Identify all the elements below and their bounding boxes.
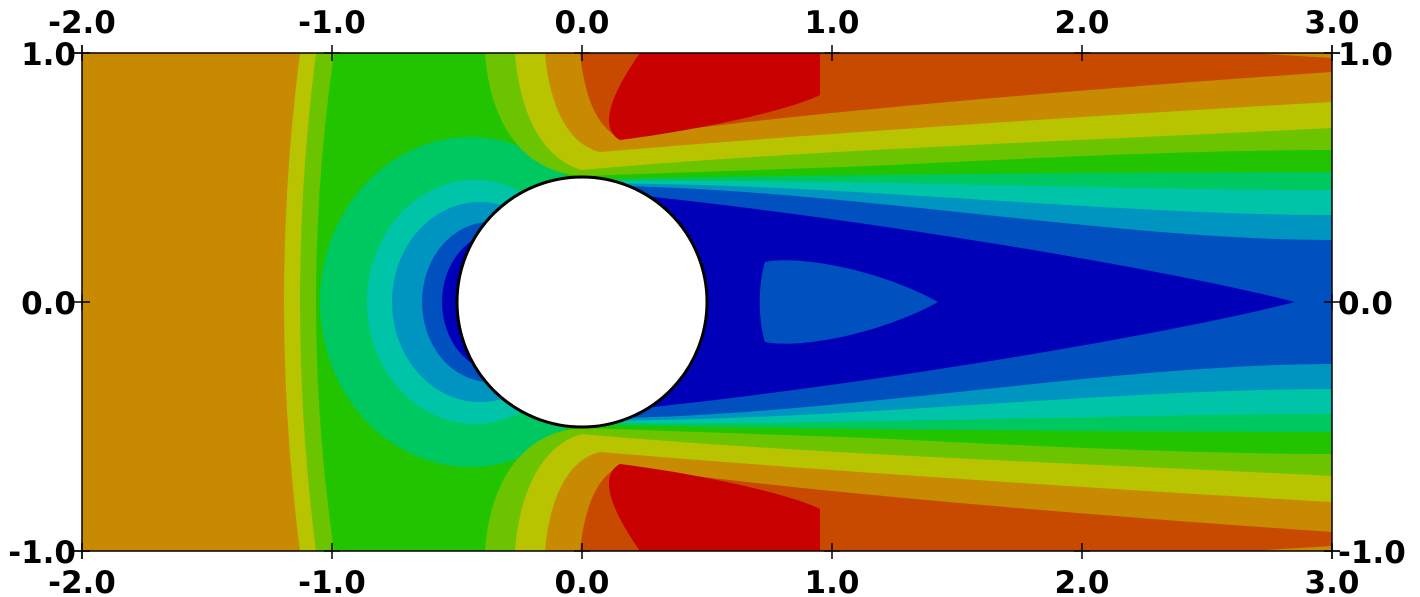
x-tick-label-top: -1.0 xyxy=(298,5,366,41)
x-tick-label-top: 3.0 xyxy=(1305,5,1360,41)
x-tick-label-bottom: 1.0 xyxy=(805,565,860,597)
tick-mark xyxy=(324,45,340,61)
y-tick-label-left: 0.0 xyxy=(21,286,76,322)
tick-mark xyxy=(74,294,90,310)
tick-mark xyxy=(1324,543,1340,559)
tick-mark xyxy=(574,543,590,559)
y-tick-label-left: 1.0 xyxy=(21,37,76,73)
x-tick-label-bottom: 3.0 xyxy=(1305,565,1360,597)
x-tick-label-top: 1.0 xyxy=(805,5,860,41)
x-tick-label-bottom: 2.0 xyxy=(1055,565,1110,597)
contour-band-peak-top xyxy=(608,53,820,140)
tick-mark xyxy=(1324,294,1340,310)
x-tick-label-top: -2.0 xyxy=(48,5,116,41)
y-tick-label-left: -1.0 xyxy=(8,535,76,571)
tick-mark xyxy=(574,45,590,61)
tick-mark xyxy=(1324,45,1340,61)
contour-band-recirculation xyxy=(759,260,938,344)
tick-mark xyxy=(824,45,840,61)
tick-mark xyxy=(324,543,340,559)
tick-mark xyxy=(74,543,90,559)
tick-mark xyxy=(824,543,840,559)
x-tick-label-bottom: 0.0 xyxy=(555,565,610,597)
x-tick-label-top: 0.0 xyxy=(555,5,610,41)
y-tick-label-right: -1.0 xyxy=(1338,535,1406,571)
tick-mark xyxy=(1074,45,1090,61)
x-tick-label-bottom: -2.0 xyxy=(48,565,116,597)
contour-band-corner-bottom xyxy=(1250,546,1332,551)
y-tick-label-right: 0.0 xyxy=(1338,286,1393,322)
cylinder-obstacle xyxy=(455,175,709,429)
x-tick-label-top: 2.0 xyxy=(1055,5,1110,41)
tick-mark xyxy=(1074,543,1090,559)
y-tick-label-right: 1.0 xyxy=(1338,37,1393,73)
contour-band-peak-bottom xyxy=(608,464,820,551)
contour-band-corner-top xyxy=(1250,53,1332,58)
x-tick-label-bottom: -1.0 xyxy=(298,565,366,597)
tick-mark xyxy=(74,45,90,61)
